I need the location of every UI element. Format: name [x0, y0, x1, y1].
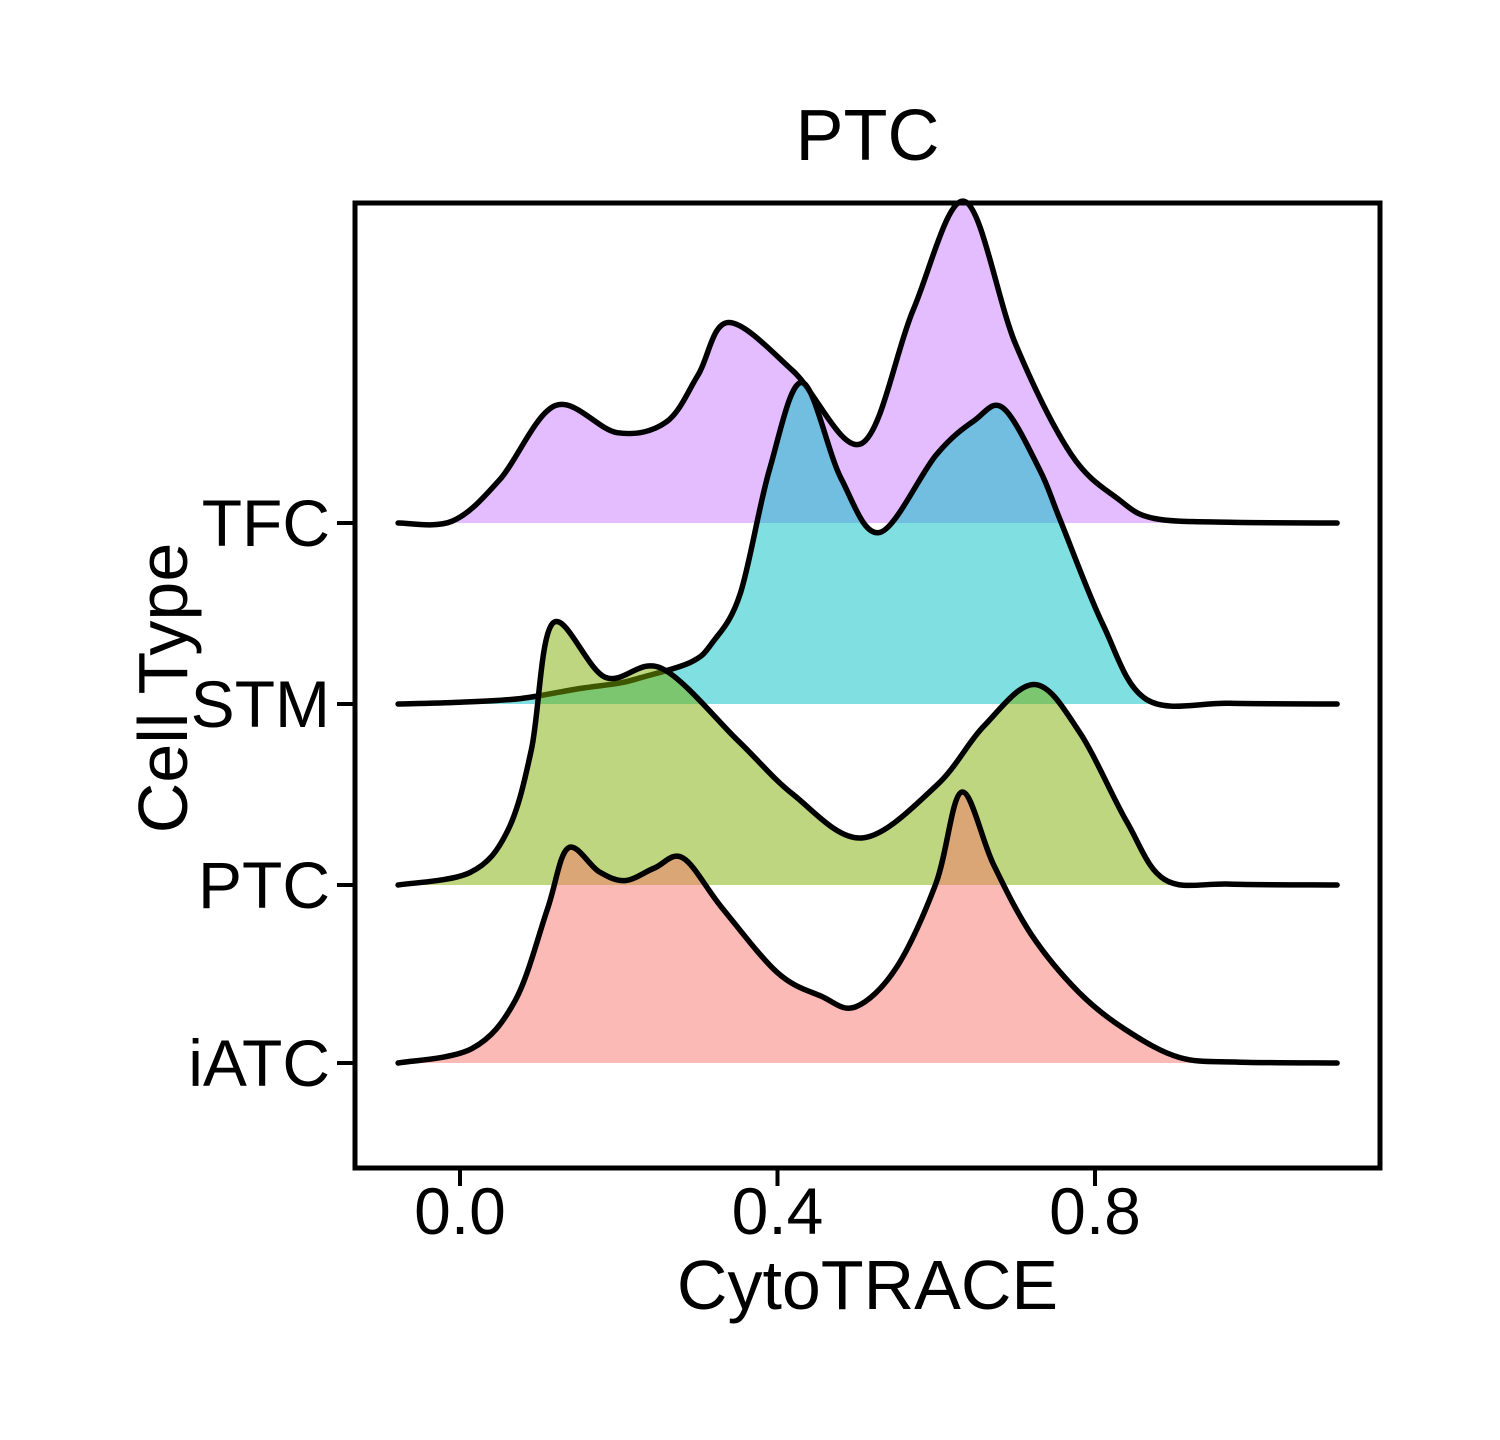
panel-border [352, 200, 1383, 1171]
y-tick-label-STM: STM [190, 667, 330, 741]
x-tick-label: 0.8 [1049, 1174, 1141, 1248]
plot-title: PTC [795, 96, 940, 176]
x-tick-label: 0.4 [731, 1174, 824, 1248]
y-tick-label-PTC: PTC [198, 848, 330, 922]
density-area-PTC [398, 621, 1338, 886]
density-outline-TFC [395, 198, 1340, 528]
x-axis-title: CytoTRACE [676, 1246, 1059, 1324]
density-outline-PTC [395, 618, 1340, 889]
density-outline-iATC [395, 789, 1340, 1066]
x-tick-label: 0.0 [414, 1174, 506, 1248]
density-area-TFC [398, 201, 1338, 525]
density-area-iATC [398, 791, 1338, 1063]
y-tick-label-iATC: iATC [188, 1026, 330, 1100]
y-tick-label-TFC: TFC [201, 486, 330, 560]
